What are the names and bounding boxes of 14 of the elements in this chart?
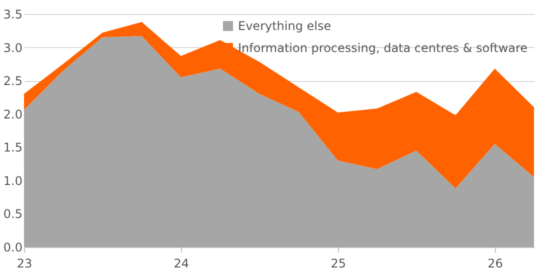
legend-label: Information processing, data centres & software xyxy=(238,41,528,55)
legend-label: Everything else xyxy=(238,19,332,33)
y-tick-label: 2.5 xyxy=(3,74,22,88)
y-tick-label: 1.5 xyxy=(3,140,22,155)
x-tick-label: 23 xyxy=(16,256,32,270)
x-tick-label: 25 xyxy=(330,256,346,270)
y-tick-label: 0.5 xyxy=(3,207,22,222)
y-tick-label: 3.0 xyxy=(3,40,22,55)
y-tick-label: 2.0 xyxy=(3,107,22,122)
x-tick-label: 24 xyxy=(174,256,190,270)
y-tick-label: 3.5 xyxy=(3,8,22,22)
y-tick-label: 1.0 xyxy=(3,174,22,188)
y-tick-label: 0.0 xyxy=(3,240,22,254)
x-tick-label: 26 xyxy=(488,256,503,270)
